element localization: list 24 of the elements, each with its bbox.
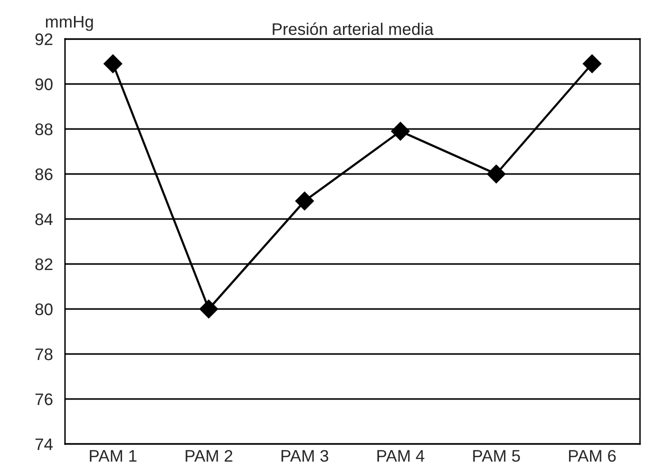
y-tick-label: 80 <box>35 303 53 316</box>
y-tick-label: 90 <box>35 78 53 90</box>
point <box>391 122 410 141</box>
chart-title: Presión arterial media <box>272 22 434 35</box>
point <box>104 54 122 74</box>
x-tick-label: PAM 2 <box>186 450 232 462</box>
y-axis-title: mmHg <box>46 16 93 31</box>
x-tick-label: PAM 1 <box>90 450 136 462</box>
point <box>582 54 602 74</box>
point <box>199 300 218 318</box>
y-tick-label: 76 <box>36 393 52 406</box>
y-tick-label: 84 <box>35 213 53 226</box>
y-tick-label: 82 <box>35 258 52 270</box>
x-tick-label: PAM 6 <box>569 450 616 462</box>
point <box>486 164 506 184</box>
y-tick-label: 92 <box>35 33 52 46</box>
y-tick-label: 74 <box>36 438 53 450</box>
y-tick-label: 86 <box>35 168 52 180</box>
x-tick-label: PAM 4 <box>377 450 424 462</box>
y-tick-label: 78 <box>36 348 52 360</box>
x-tick-label: PAM 3 <box>282 450 328 462</box>
point <box>295 192 314 210</box>
y-tick-label: 88 <box>35 123 52 136</box>
x-tick-label: PAM 5 <box>473 450 520 462</box>
